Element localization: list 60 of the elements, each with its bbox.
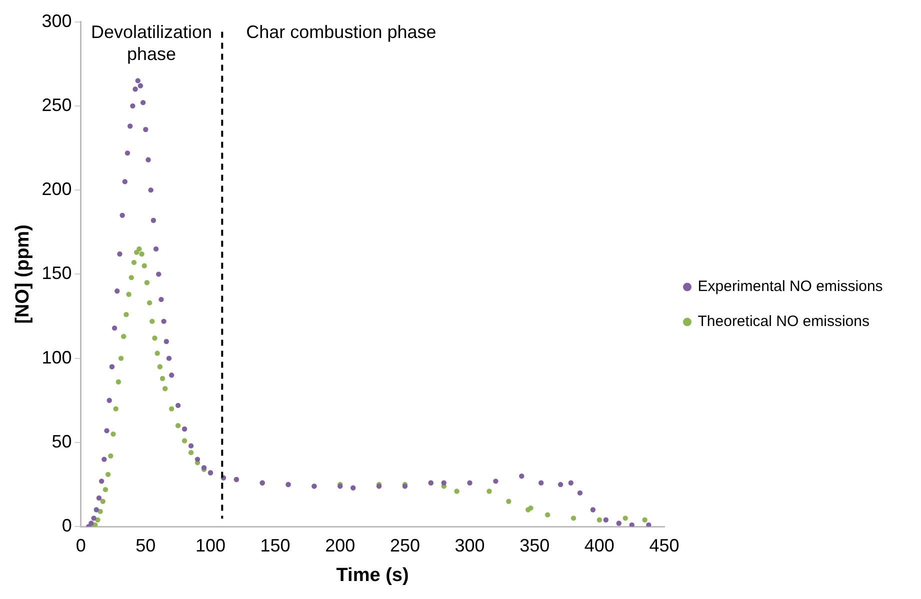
point (544, 512, 550, 518)
point (124, 312, 129, 318)
point (102, 486, 108, 492)
point (188, 450, 194, 456)
point (131, 260, 137, 266)
y-tick-label: 300 (42, 10, 72, 31)
x-tick-label: 150 (260, 535, 290, 556)
y-tick-label: 200 (42, 179, 72, 200)
annotation: Devolatilization phase (90, 22, 212, 64)
y-tick-label: 50 (52, 431, 72, 452)
point (528, 505, 534, 511)
legend-label: Experimental NO emissions (698, 278, 883, 296)
x-tick-label: 350 (520, 535, 550, 556)
point (596, 517, 602, 522)
point (154, 350, 160, 356)
point (128, 274, 134, 280)
point (150, 318, 155, 324)
point (570, 516, 576, 521)
point (486, 488, 492, 494)
point (139, 251, 144, 257)
point (126, 292, 132, 297)
legend-label: Theoretical NO emissions (698, 313, 870, 330)
point (118, 356, 124, 361)
point (105, 472, 111, 478)
point (160, 376, 166, 382)
x-tick-label: 100 (195, 535, 226, 556)
point (182, 438, 188, 444)
y-tick-label: 100 (42, 347, 72, 368)
y-axis-title: [NO] (ppm) (12, 224, 34, 324)
x-tick-label: 200 (325, 535, 356, 556)
x-tick-label: 250 (390, 535, 420, 556)
point (121, 334, 126, 340)
point (108, 453, 114, 459)
point (162, 386, 168, 392)
point (142, 263, 147, 268)
x-tick-label: 400 (584, 535, 614, 556)
point (136, 246, 142, 252)
point (146, 300, 152, 306)
point (157, 364, 163, 370)
point (506, 498, 512, 504)
x-tick-label: 300 (454, 535, 485, 556)
point (642, 517, 648, 522)
point (168, 406, 174, 412)
point (454, 488, 460, 494)
x-axis-title: Time (s) (336, 564, 409, 586)
y-tick-label: 150 (42, 263, 72, 284)
point (113, 406, 118, 412)
point (110, 431, 116, 437)
point (116, 379, 122, 384)
point (622, 516, 628, 521)
x-tick-label: 450 (649, 535, 680, 556)
point (152, 336, 158, 341)
point (144, 280, 150, 286)
y-tick-label: 0 (62, 516, 72, 536)
point (175, 423, 181, 428)
x-tick-label: 0 (76, 535, 86, 556)
y-tick-label: 250 (42, 94, 72, 115)
x-tick-label: 50 (136, 535, 156, 556)
point (100, 498, 106, 504)
annotation: Char combustion phase (246, 22, 436, 42)
